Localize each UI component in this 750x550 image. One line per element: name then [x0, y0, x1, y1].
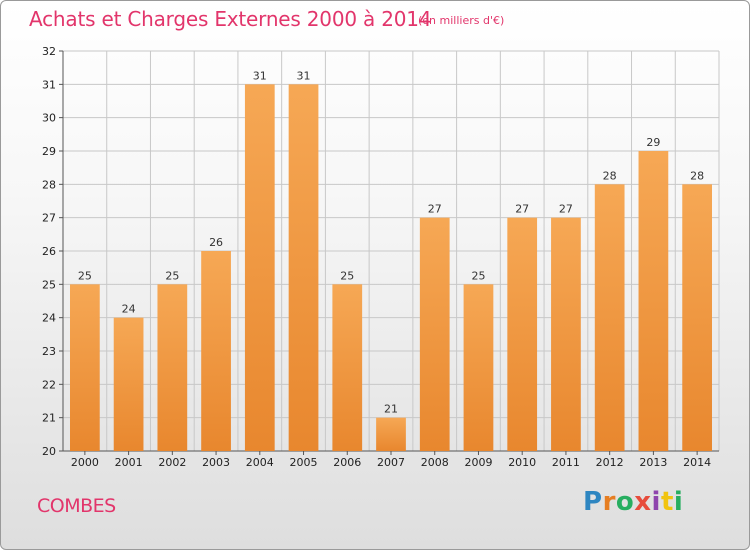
y-tick-label: 26 — [42, 245, 56, 258]
x-tick-label: 2009 — [464, 456, 492, 469]
brand-letter: t — [660, 487, 674, 517]
data-label: 25 — [165, 269, 179, 282]
bar-2000 — [69, 284, 100, 451]
data-label: 28 — [690, 169, 704, 182]
brand-letter: x — [634, 487, 652, 517]
data-label: 25 — [340, 269, 354, 282]
bar-2004 — [244, 84, 275, 451]
x-tick-label: 2000 — [71, 456, 99, 469]
data-label: 21 — [384, 403, 398, 416]
data-label: 25 — [471, 269, 485, 282]
bar-2006 — [332, 284, 363, 451]
y-tick-label: 21 — [42, 412, 56, 425]
chart-subtitle: (en milliers d'€) — [418, 14, 505, 27]
x-tick-label: 2003 — [202, 456, 230, 469]
x-tick-label: 2014 — [683, 456, 711, 469]
data-labels: 25 24 25 26 31 31 25 21 27 25 27 27 28 29 28 — [78, 69, 704, 415]
data-label: 29 — [646, 136, 660, 149]
y-tick-label: 28 — [42, 178, 56, 191]
bar-2012 — [594, 184, 625, 452]
x-tick-label: 2002 — [158, 456, 186, 469]
y-tick-label: 24 — [42, 312, 56, 325]
x-tick-label: 2010 — [508, 456, 536, 469]
bar-2014 — [682, 184, 713, 452]
y-tick-label: 25 — [42, 278, 56, 291]
x-tick-label: 2006 — [333, 456, 361, 469]
bar-2005 — [288, 84, 319, 451]
data-label: 27 — [515, 203, 529, 216]
chart-title: Achats et Charges Externes 2000 à 2014 — [29, 7, 432, 31]
brand-letter: r — [602, 487, 616, 517]
x-tick-label: 2012 — [596, 456, 624, 469]
data-label: 26 — [209, 236, 223, 249]
y-tick-label: 32 — [42, 45, 56, 58]
town-label: COMBES — [37, 495, 116, 517]
y-tick-label: 20 — [42, 445, 56, 458]
data-label: 25 — [78, 269, 92, 282]
bar-2008 — [419, 217, 450, 451]
bar-2010 — [507, 217, 538, 451]
brand-letter: i — [651, 487, 661, 517]
data-label: 31 — [297, 69, 311, 82]
brand-letter: o — [615, 487, 635, 517]
y-tick-label: 22 — [42, 378, 56, 391]
y-tick-label: 29 — [42, 145, 56, 158]
brand-logo: Proxiti — [583, 487, 683, 517]
x-tick-label: 2005 — [290, 456, 318, 469]
bar-2002 — [157, 284, 188, 451]
y-tick-label: 30 — [42, 112, 56, 125]
bar-2001 — [113, 317, 144, 451]
x-tick-label: 2001 — [115, 456, 143, 469]
y-tick-label: 31 — [42, 78, 56, 91]
data-label: 27 — [428, 203, 442, 216]
data-label: 27 — [559, 203, 573, 216]
y-tick-label: 23 — [42, 345, 56, 358]
x-tick-label: 2004 — [246, 456, 274, 469]
bar-2007 — [376, 417, 406, 451]
bar-2003 — [201, 251, 231, 451]
bar-2013 — [638, 151, 669, 451]
bar-2011 — [551, 217, 581, 451]
x-tick-label: 2011 — [552, 456, 580, 469]
data-label: 28 — [603, 169, 617, 182]
bar-2009 — [463, 284, 494, 451]
x-tick-label: 2013 — [639, 456, 667, 469]
brand-letter: P — [583, 487, 603, 517]
bars — [69, 84, 713, 452]
x-tick-label: 2007 — [377, 456, 405, 469]
y-tick-label: 27 — [42, 212, 56, 225]
data-label: 31 — [253, 69, 267, 82]
brand-letter: i — [673, 487, 684, 517]
x-tick-label: 2008 — [421, 456, 449, 469]
data-label: 24 — [122, 303, 136, 316]
